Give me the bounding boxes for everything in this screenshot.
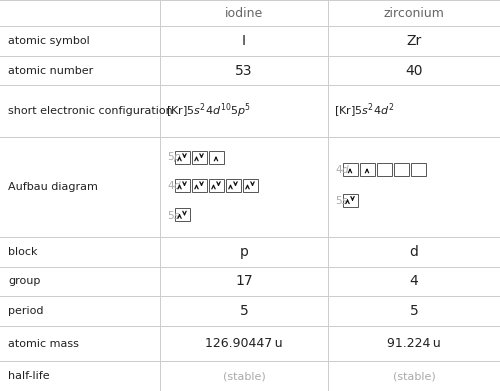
Text: 91.224 u: 91.224 u [387, 337, 441, 350]
Text: half-life: half-life [8, 371, 50, 381]
Text: 4$d$: 4$d$ [335, 163, 350, 175]
Text: 5$s$: 5$s$ [335, 194, 349, 206]
Text: 5$p$: 5$p$ [167, 150, 182, 164]
Text: zirconium: zirconium [384, 7, 444, 20]
Bar [342, 163, 357, 176]
Text: 53: 53 [236, 64, 253, 77]
Bar [174, 208, 190, 221]
Text: 17: 17 [235, 274, 253, 289]
Text: (stable): (stable) [222, 371, 266, 381]
Text: d: d [410, 245, 418, 259]
Bar [226, 179, 240, 192]
Text: period: period [8, 306, 44, 316]
Bar [208, 151, 224, 164]
Text: Zr: Zr [406, 34, 422, 48]
Bar [394, 163, 408, 176]
Bar [192, 151, 206, 164]
Text: block: block [8, 247, 38, 256]
Bar [410, 163, 426, 176]
Bar [242, 179, 258, 192]
Text: (stable): (stable) [392, 371, 436, 381]
Text: Aufbau diagram: Aufbau diagram [8, 182, 98, 192]
Text: iodine: iodine [225, 7, 263, 20]
Bar [174, 179, 190, 192]
Text: [Kr]5$s^2$4$d^{10}$5$p^5$: [Kr]5$s^2$4$d^{10}$5$p^5$ [166, 102, 251, 120]
Text: I: I [242, 34, 246, 48]
Bar [360, 163, 374, 176]
Text: short electronic configuration: short electronic configuration [8, 106, 173, 116]
Text: 40: 40 [405, 64, 423, 77]
Text: 126.90447 u: 126.90447 u [205, 337, 283, 350]
Text: 4: 4 [410, 274, 418, 289]
Text: group: group [8, 276, 40, 287]
Text: [Kr]5$s^2$4$d^2$: [Kr]5$s^2$4$d^2$ [334, 102, 394, 120]
Text: atomic number: atomic number [8, 66, 93, 75]
Text: 4$d$: 4$d$ [167, 179, 182, 191]
Bar [192, 179, 206, 192]
Bar [342, 194, 357, 206]
Text: p: p [240, 245, 248, 259]
Text: 5: 5 [410, 304, 418, 318]
Text: atomic symbol: atomic symbol [8, 36, 90, 46]
Bar [376, 163, 392, 176]
Text: atomic mass: atomic mass [8, 339, 79, 349]
Text: 5: 5 [240, 304, 248, 318]
Bar [174, 151, 190, 164]
Bar [208, 179, 224, 192]
Text: 5$s$: 5$s$ [167, 209, 181, 221]
